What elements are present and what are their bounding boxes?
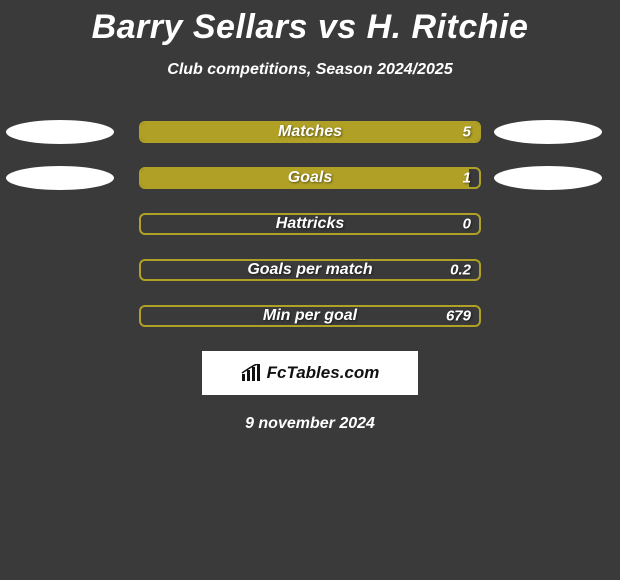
stat-bar: Goals 1 [139, 167, 481, 189]
player-left-ellipse [6, 120, 114, 144]
stat-row: Matches 5 [0, 121, 620, 143]
player-right-ellipse [494, 166, 602, 190]
chart-title: Barry Sellars vs H. Ritchie [0, 0, 620, 47]
stat-label: Hattricks [276, 215, 344, 233]
stat-row: Goals per match 0.2 [0, 259, 620, 281]
stat-value: 0 [463, 216, 471, 233]
stat-label: Goals [288, 169, 332, 187]
date-text: 9 november 2024 [0, 415, 620, 433]
stat-value: 1 [463, 170, 471, 187]
stat-bar: Hattricks 0 [139, 213, 481, 235]
player-right-ellipse [494, 120, 602, 144]
stat-row: Min per goal 679 [0, 305, 620, 327]
stat-bar: Min per goal 679 [139, 305, 481, 327]
player-left-ellipse [6, 166, 114, 190]
bar-chart-icon [241, 364, 263, 382]
stat-label: Matches [278, 123, 342, 141]
stat-row: Goals 1 [0, 167, 620, 189]
stat-value: 5 [463, 124, 471, 141]
stat-row: Hattricks 0 [0, 213, 620, 235]
stat-value: 0.2 [450, 262, 471, 279]
stat-bar: Matches 5 [139, 121, 481, 143]
chart-subtitle: Club competitions, Season 2024/2025 [0, 61, 620, 79]
stat-value: 679 [446, 308, 471, 325]
stat-bar: Goals per match 0.2 [139, 259, 481, 281]
logo-text: FcTables.com [267, 363, 380, 383]
stat-label: Min per goal [263, 307, 357, 325]
stat-label: Goals per match [247, 261, 372, 279]
logo-badge: FcTables.com [202, 351, 418, 395]
stat-rows: Matches 5 Goals 1 Hattricks 0 Goals per match 0… [0, 121, 620, 327]
